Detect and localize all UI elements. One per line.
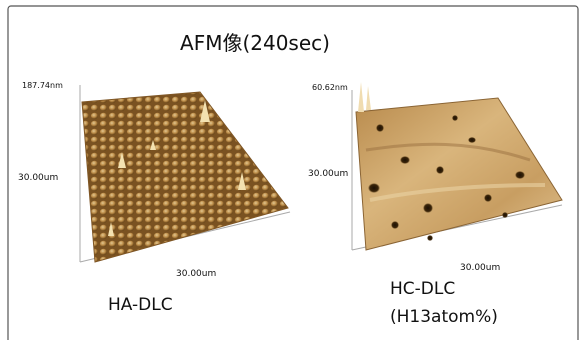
- z-scale-label: 60.62nm: [312, 83, 348, 92]
- x-scale-label: 30.00um: [176, 269, 216, 279]
- y-scale-label: 30.00um: [18, 173, 58, 183]
- z-scale-label: 187.74nm: [22, 81, 63, 90]
- title: AFM像(240sec): [180, 31, 330, 55]
- caption: HC-DLC: [390, 279, 455, 299]
- caption: (H13atom%): [390, 307, 498, 327]
- caption: HA-DLC: [108, 295, 173, 315]
- slide: AFM像(240sec) 187.74nm 30.00um 30.00um HA…: [0, 0, 587, 340]
- y-scale-label: 30.00um: [308, 169, 348, 179]
- x-scale-label: 30.00um: [460, 263, 500, 273]
